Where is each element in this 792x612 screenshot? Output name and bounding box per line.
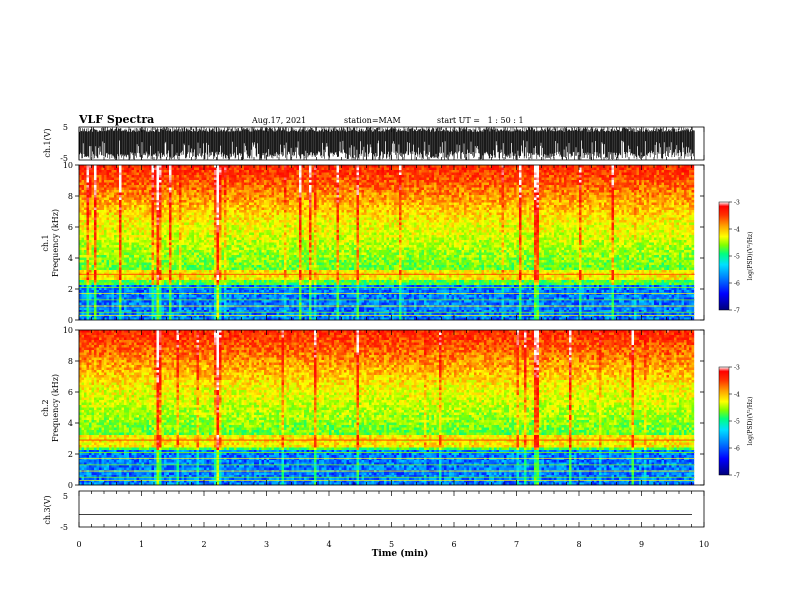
cb1-tick-label: -6 <box>734 281 740 288</box>
x-tick-label: 9 <box>639 540 644 549</box>
spec1-ytick-label: 2 <box>68 285 73 294</box>
ch1-colorbar-label: log(PSD)(V²/Hz) <box>747 232 754 281</box>
ch1-colorbar: -3 -4 -5 -6 -7 log(PSD)(V²/Hz) <box>719 200 754 315</box>
ch1-ytick-top: 5 <box>63 123 68 132</box>
x-axis-label: Time (min) <box>372 548 429 559</box>
spec1-ytick-label: 6 <box>68 223 73 232</box>
ch3-waveform-panel: 5 -5 ch.3(V) <box>43 491 704 532</box>
spec2-ytick-label: 8 <box>68 357 73 366</box>
ch1-waveform-panel: 5 -5 ch.1(V) <box>43 123 704 163</box>
cb1-tick-label: -5 <box>734 254 740 261</box>
figure-title: VLF Spectra <box>78 113 154 126</box>
cb1-tick-label: -3 <box>734 200 740 207</box>
ch2-colorbar-label: log(PSD)(V²/Hz) <box>747 397 754 446</box>
spec2-ytick-label: 4 <box>68 419 73 428</box>
ch2-spectrogram-image <box>79 330 695 485</box>
ch1-spec-ylabel-ch: ch.1 <box>41 234 50 251</box>
start-time-label: start UT = 1 : 50 : 1 <box>437 116 524 125</box>
spec2-ytick-label: 0 <box>68 481 73 490</box>
x-tick-label: 7 <box>514 540 519 549</box>
cb1-tick-label: -7 <box>734 308 740 315</box>
cb2-tick-label: -7 <box>734 473 740 480</box>
spec1-ytick-label: 10 <box>63 161 73 170</box>
x-tick-label: 10 <box>699 540 709 549</box>
cb2-tick-label: -6 <box>734 446 740 453</box>
cb1-tick-label: -4 <box>734 227 740 234</box>
spec2-ytick-label: 2 <box>68 450 73 459</box>
x-tick-label: 5 <box>389 540 394 549</box>
ch1-spectrogram-panel: 0 2 4 6 8 10 ch.1 Frequency (kHz) <box>41 161 704 325</box>
x-tick-label: 6 <box>451 540 456 549</box>
ch3-wave-ylabel: ch.3(V) <box>43 495 52 524</box>
x-tick-label: 2 <box>201 540 206 549</box>
ch1-spec-ylabel: Frequency (kHz) <box>51 209 60 277</box>
x-tick-label: 1 <box>139 540 144 549</box>
x-tick-label: 4 <box>326 540 331 549</box>
spec1-ytick-label: 0 <box>68 316 73 325</box>
spec1-ytick-label: 4 <box>68 254 73 263</box>
ch3-ytick-bottom: -5 <box>60 523 68 532</box>
spec2-ytick-label: 10 <box>63 326 73 335</box>
vlf-figure: VLF Spectra Aug.17, 2021 station=MAM sta… <box>0 0 792 612</box>
x-tick-label: 3 <box>264 540 269 549</box>
ch2-spec-ylabel-ch: ch.2 <box>41 399 50 416</box>
spec2-ytick-label: 6 <box>68 388 73 397</box>
date-label: Aug.17, 2021 <box>251 116 306 125</box>
ch1-wave-ylabel: ch.1(V) <box>43 128 52 157</box>
ch2-spec-ylabel: Frequency (kHz) <box>51 374 60 442</box>
cb2-tick-label: -3 <box>734 365 740 372</box>
station-label: station=MAM <box>344 116 401 125</box>
cb2-tick-label: -5 <box>734 419 740 426</box>
ch2-spectrogram-panel: 0 2 4 6 8 10 ch.2 Frequency (kHz) <box>41 326 704 490</box>
x-tick-label: 8 <box>576 540 581 549</box>
spec1-ytick-label: 8 <box>68 192 73 201</box>
x-tick-label: 0 <box>76 540 81 549</box>
ch1-spectrogram-image <box>79 165 695 320</box>
ch2-colorbar: -3 -4 -5 -6 -7 log(PSD)(V²/Hz) <box>719 365 754 480</box>
ch3-ytick-top: 5 <box>63 492 68 501</box>
cb2-tick-label: -4 <box>734 392 740 399</box>
